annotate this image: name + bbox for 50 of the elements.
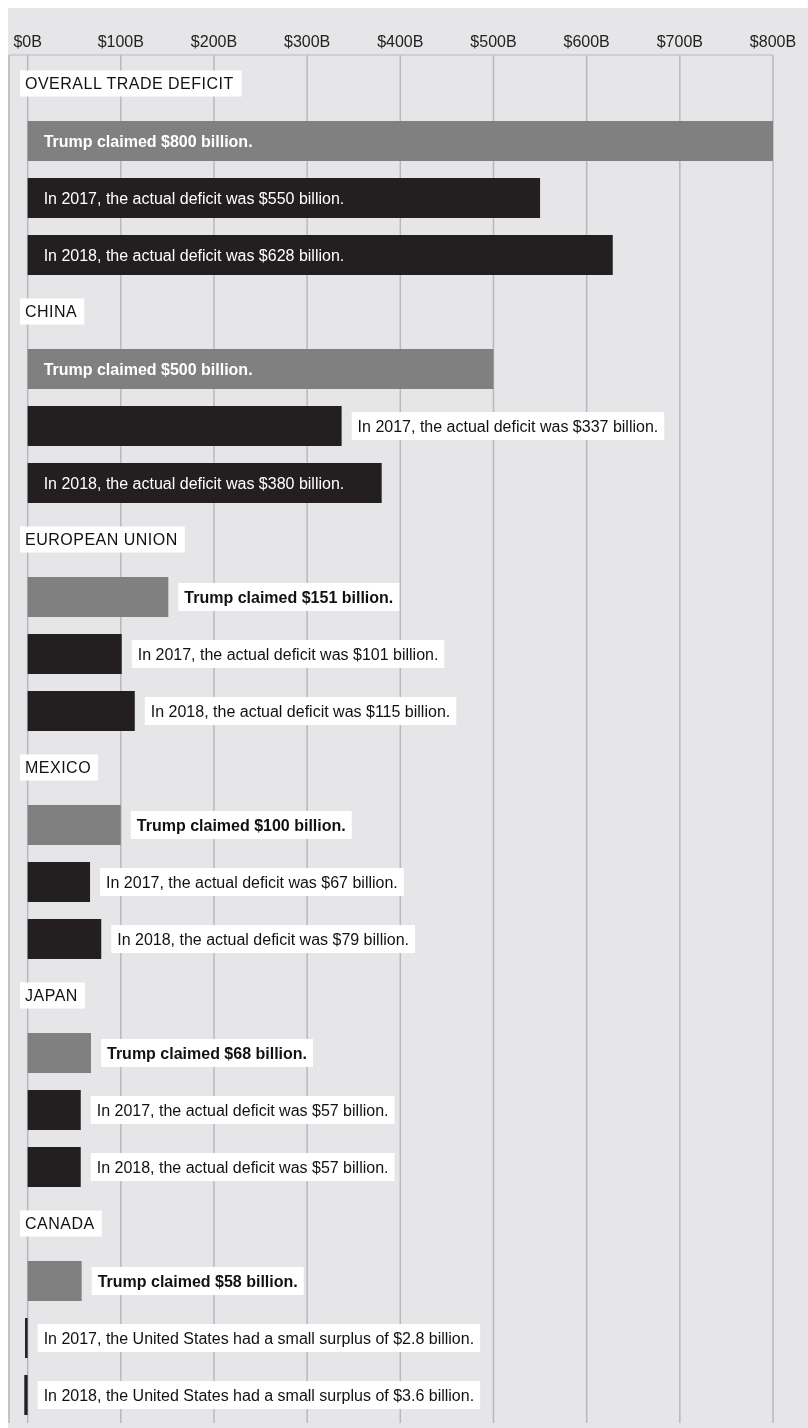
data-label: In 2017, the actual deficit was $57 billion.	[96, 1102, 389, 1119]
y-tick-label: OVERALL TRADE DEFICIT	[25, 74, 234, 92]
y-tick-label: EUROPEAN UNION	[25, 530, 178, 548]
bar	[27, 1033, 91, 1073]
y-tick-label: CHINA	[25, 302, 78, 320]
data-label: Trump claimed $100 billion.	[136, 817, 346, 834]
data-label: In 2017, the actual deficit was $67 billion.	[106, 874, 398, 891]
data-label: In 2017, the actual deficit was $101 billion.	[137, 646, 439, 663]
bar	[27, 1261, 82, 1301]
data-label: In 2018, the actual deficit was $57 billion.	[96, 1159, 389, 1176]
bar	[24, 1375, 28, 1415]
data-label: Trump claimed $58 billion.	[97, 1273, 298, 1290]
data-label: In 2017, the actual deficit was $337 billion.	[357, 418, 659, 435]
data-label: Trump claimed $68 billion.	[106, 1045, 308, 1062]
y-tick-label: CANADA	[25, 1214, 95, 1232]
bar	[25, 1318, 28, 1358]
bar	[27, 178, 541, 218]
bar	[27, 634, 122, 674]
y-tick-label: JAPAN	[25, 986, 78, 1004]
x-tick-label: $700B	[656, 33, 703, 50]
data-label: Trump claimed $800 billion.	[43, 133, 253, 150]
x-tick-label: $100B	[97, 33, 144, 50]
bar	[27, 1147, 81, 1187]
data-label: In 2017, the United States had a small surplus of $2.8 billion.	[43, 1330, 475, 1347]
x-tick-label: $400B	[377, 33, 424, 50]
x-tick-label: $300B	[284, 33, 331, 50]
bar	[27, 919, 102, 959]
data-label: In 2018, the actual deficit was $380 billion.	[43, 475, 345, 492]
bar	[27, 349, 494, 389]
bar	[27, 121, 773, 161]
bar	[27, 1090, 81, 1130]
bar	[27, 805, 121, 845]
data-label: In 2018, the actual deficit was $628 billion.	[43, 247, 345, 264]
data-label: In 2017, the actual deficit was $550 billion.	[43, 190, 345, 207]
x-tick-label: $600B	[563, 33, 610, 50]
x-tick-label: $0B	[13, 33, 42, 50]
bar	[27, 235, 613, 275]
data-label: In 2018, the actual deficit was $79 billion.	[117, 931, 409, 948]
data-label: In 2018, the United States had a small surplus of $3.6 billion.	[43, 1387, 475, 1404]
data-label: Trump claimed $151 billion.	[184, 589, 394, 606]
y-tick-label: MEXICO	[25, 758, 92, 776]
data-label: Trump claimed $500 billion.	[43, 361, 253, 378]
bar	[27, 577, 169, 617]
bar	[27, 862, 91, 902]
bar	[27, 691, 135, 731]
x-tick-label: $200B	[190, 33, 238, 50]
x-tick-label: $800B	[749, 33, 797, 50]
x-tick-label: $500B	[470, 33, 517, 50]
data-label: In 2018, the actual deficit was $115 billion.	[150, 703, 451, 720]
bar	[27, 406, 342, 446]
